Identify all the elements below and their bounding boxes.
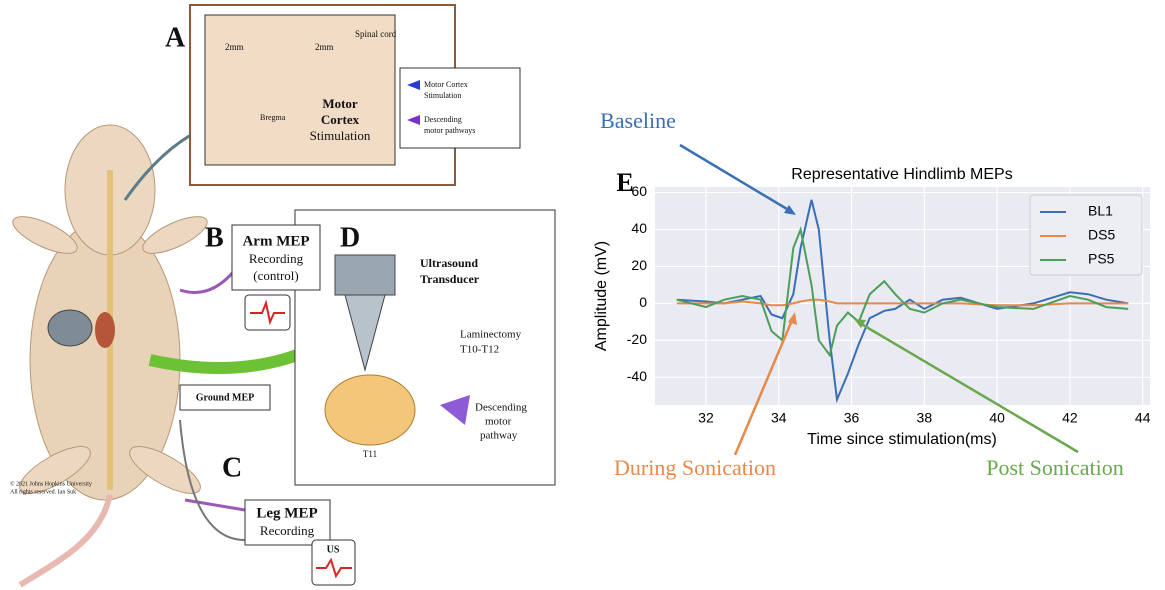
legend-label: DS5 xyxy=(1088,227,1115,243)
legend-label: BL1 xyxy=(1088,203,1113,219)
annotation: Baseline xyxy=(600,108,676,133)
y-tick-label: 0 xyxy=(639,294,647,310)
label: Ground MEP xyxy=(196,392,254,403)
y-tick-label: -40 xyxy=(627,368,647,384)
label: pathway xyxy=(480,430,518,442)
label: Motor xyxy=(322,96,358,111)
legend-label: Descending xyxy=(424,115,462,124)
panel-label: B xyxy=(205,222,224,253)
copyright: All rights reserved. Ian Suk xyxy=(10,489,76,495)
legend-label: PS5 xyxy=(1088,251,1115,267)
y-tick-label: -20 xyxy=(627,331,647,347)
x-axis-label: Time since stimulation(ms) xyxy=(807,431,997,448)
y-tick-label: 40 xyxy=(631,220,647,236)
label: Recording xyxy=(249,251,304,266)
label: T11 xyxy=(363,449,377,459)
annotation: During Sonication xyxy=(614,455,776,480)
x-tick-label: 38 xyxy=(917,410,933,426)
x-tick-label: 36 xyxy=(844,410,860,426)
label: Transducer xyxy=(420,272,480,286)
label: Leg MEP xyxy=(256,505,317,521)
label: Spinal cord xyxy=(355,29,397,39)
page: {"chart_data": {"type": "line", "title":… xyxy=(0,0,1165,590)
legend-label: Stimulation xyxy=(424,91,461,100)
label: Cortex xyxy=(321,112,360,127)
y-tick-label: 60 xyxy=(631,183,647,199)
y-axis-label: Amplitude (mV) xyxy=(593,241,610,351)
panel-d-frame xyxy=(295,210,555,485)
legend-label: motor pathways xyxy=(424,126,475,135)
panel-label: A xyxy=(165,22,186,53)
label: (control) xyxy=(253,268,298,283)
copyright: © 2021 Johns Hopkins University xyxy=(10,480,92,487)
label: US xyxy=(327,544,340,555)
annotation: Post Sonication xyxy=(986,455,1124,480)
label: 2mm xyxy=(315,42,334,52)
label: Recording xyxy=(260,523,315,538)
label: Bregma xyxy=(260,113,286,122)
x-tick-label: 42 xyxy=(1062,410,1078,426)
y-tick-label: 20 xyxy=(631,257,647,273)
chart-title: Representative Hindlimb MEPs xyxy=(791,166,1012,183)
x-tick-label: 32 xyxy=(698,410,714,426)
label: Arm MEP xyxy=(242,233,309,249)
label: Descending xyxy=(475,402,527,414)
label: Ultrasound xyxy=(420,256,478,270)
legend: BL1 DS5 PS5 xyxy=(1030,195,1142,275)
x-tick-label: 34 xyxy=(771,410,787,426)
label: Laminectomy xyxy=(460,329,522,341)
x-tick-label: 40 xyxy=(989,410,1005,426)
label: motor xyxy=(485,416,512,428)
label: Stimulation xyxy=(310,128,371,143)
panel-label: D xyxy=(340,222,360,253)
x-tick-label: 44 xyxy=(1135,410,1151,426)
figure: A 2mm 2mm Spinal cord Bregma Motor Corte… xyxy=(0,0,1165,590)
label: 2mm xyxy=(225,42,244,52)
panel-label: C xyxy=(222,452,242,483)
label: T10-T12 xyxy=(460,344,499,356)
legend-label: Motor Cortex xyxy=(424,80,468,89)
